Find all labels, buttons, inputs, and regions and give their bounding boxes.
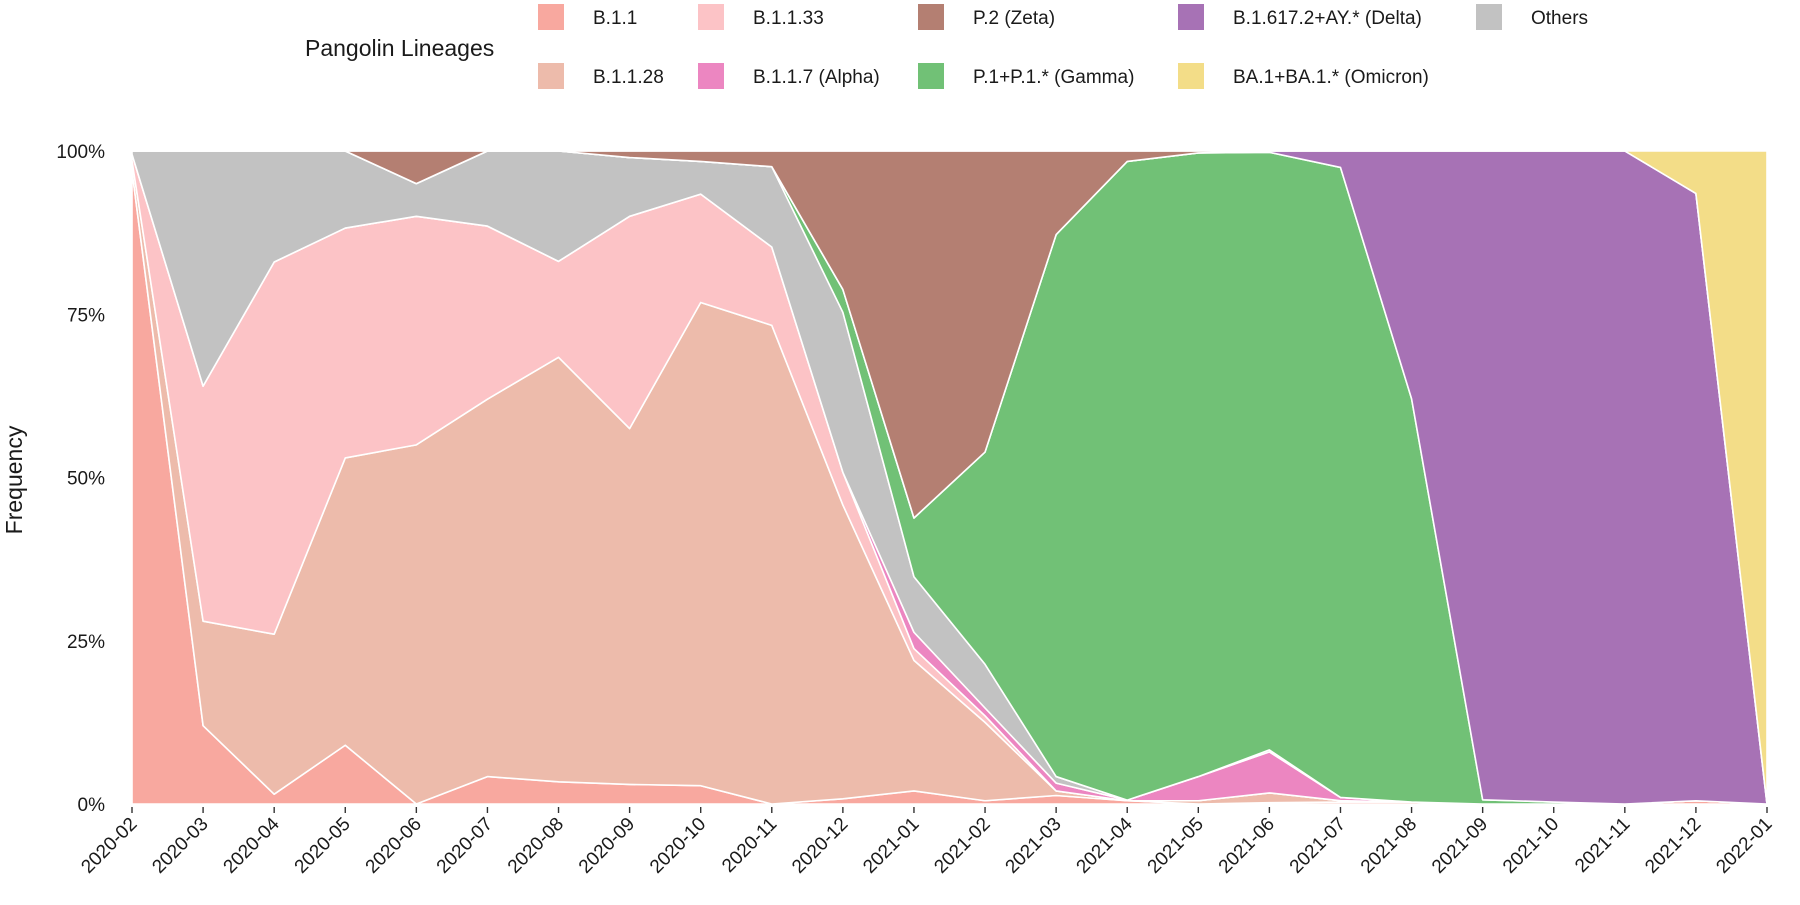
y-tick-label: 0% [78,795,106,816]
legend-items: B.1.1 B.1.1.28 B.1.1.33 B.1.1.7 (Alpha) P.2 … [538,4,1588,89]
x-tick-label: 2020-04 [220,813,284,877]
legend-label-b-1-1: B.1.1 [593,8,637,29]
x-tick-label: 2020-02 [77,814,141,878]
y-tick-label: 50% [67,469,105,490]
legend-swatch-b-1-1 [538,4,564,30]
legend-label-b-1-1-7-alpha: B.1.1.7 (Alpha) [753,67,880,88]
legend-swatch-b-1-617-2-ay-delta [1178,4,1204,30]
legend-title: Pangolin Lineages [305,35,494,61]
x-tick-label: 2021-07 [1286,814,1350,878]
legend-label-b-1-1-33: B.1.1.33 [753,8,824,29]
legend-swatch-ba-1-ba-1-omicron [1178,63,1204,89]
y-tick-label: 100% [56,142,105,163]
x-tick-label: 2020-07 [433,814,497,878]
legend-swatch-b-1-1-33 [698,4,724,30]
legend-swatch-p-1-p-1-gamma [918,63,944,89]
x-tick-label: 2020-09 [575,814,639,878]
legend-swatch-others [1476,4,1502,30]
legend: Pangolin Lineages B.1.1B.1.1.28B.1.1.33B… [305,4,1588,89]
x-tick-label: 2020-03 [148,814,212,878]
y-tick-label: 25% [67,632,105,653]
legend-label-p-2-zeta: P.2 (Zeta) [973,8,1055,29]
legend-label-b-1-1-28: B.1.1.28 [593,67,664,88]
x-axis: 2020-02 2020-03 2020-04 2020-05 2020-06 2020-… [77,807,1777,878]
legend-swatch-b-1-1-28 [538,63,564,89]
x-tick-label: 2020-05 [291,814,355,878]
y-axis: Frequency 0% 25% 50% 75% 100% [1,142,105,816]
x-tick-label: 2020-12 [788,814,852,878]
y-axis-title: Frequency [1,425,27,534]
x-tick-label: 2021-06 [1215,814,1279,878]
x-tick-label: 2021-11 [1571,814,1634,877]
x-tick-label: 2021-02 [930,814,994,878]
area-series [131,150,1768,805]
legend-label-others: Others [1531,8,1588,29]
x-tick-label: 2022-01 [1712,814,1776,878]
x-tick-label: 2020-11 [718,814,781,877]
x-tick-label: 2020-08 [504,814,568,878]
x-tick-label: 2020-06 [362,814,426,878]
x-tick-label: 2021-10 [1499,814,1563,878]
y-tick-label: 75% [67,305,105,326]
legend-label-ba-1-ba-1-omicron: BA.1+BA.1.* (Omicron) [1233,67,1429,88]
legend-swatch-b-1-1-7-alpha [698,63,724,89]
x-tick-label: 2021-01 [859,814,923,878]
x-tick-label: 2021-05 [1144,814,1208,878]
x-tick-label: 2021-12 [1641,814,1705,878]
x-tick-label: 2021-03 [1002,814,1066,878]
x-tick-label: 2021-04 [1073,813,1137,877]
legend-label-b-1-617-2-ay-delta: B.1.617.2+AY.* (Delta) [1233,8,1422,29]
x-tick-label: 2020-10 [646,814,710,878]
area-ba-1-ba-1-omicron [131,150,1768,805]
x-tick-label: 2021-08 [1357,814,1421,878]
legend-swatch-p-2-zeta [918,4,944,30]
legend-label-p-1-p-1-gamma: P.1+P.1.* (Gamma) [973,67,1134,88]
x-tick-label: 2021-09 [1428,814,1492,878]
